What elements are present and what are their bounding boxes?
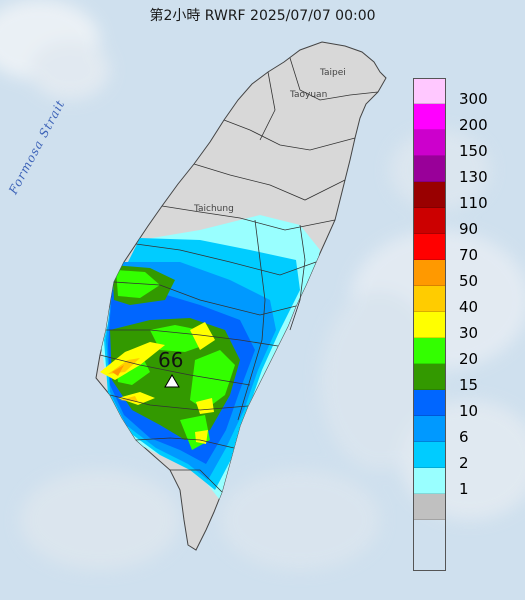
legend-row: 40: [413, 286, 523, 316]
legend-row: 30: [413, 312, 523, 342]
legend-swatch: [413, 104, 446, 130]
legend-label: 130: [459, 168, 488, 186]
legend-swatch: [413, 234, 446, 260]
legend-row: [413, 494, 523, 520]
legend-row: 10: [413, 390, 523, 420]
legend-swatch: [413, 130, 446, 156]
legend-label: 2: [459, 454, 469, 472]
legend-swatch: [413, 390, 446, 416]
legend-label: 70: [459, 246, 479, 264]
legend-label: 110: [459, 194, 488, 212]
legend-row: 15: [413, 364, 523, 394]
legend-label: 6: [459, 428, 469, 446]
rainfall-shading: [100, 215, 320, 500]
legend-row: 130: [413, 156, 523, 186]
taipei-label: Taipei: [320, 68, 346, 78]
legend-label: 20: [459, 350, 479, 368]
legend-swatch: [413, 156, 446, 182]
legend-label: 10: [459, 402, 479, 420]
legend-swatch: [413, 208, 446, 234]
legend-row: 110: [413, 182, 523, 212]
county-boundaries: [99, 57, 379, 493]
triangle-marker-icon: [164, 374, 180, 388]
legend-swatch: [413, 312, 446, 338]
legend-swatch: [413, 338, 446, 364]
legend-swatch: [413, 442, 446, 468]
legend-swatch: [413, 364, 446, 390]
legend-row: 6: [413, 416, 523, 446]
max-rainfall-value: 66: [158, 348, 184, 372]
legend-label: 1: [459, 480, 469, 498]
legend-label: 300: [459, 90, 488, 108]
legend-label: 50: [459, 272, 479, 290]
legend-swatch: [413, 78, 446, 104]
legend-row: 90: [413, 208, 523, 238]
legend-row: 150: [413, 130, 523, 160]
legend-swatch: [413, 286, 446, 312]
legend-row: 50: [413, 260, 523, 290]
legend-label: 90: [459, 220, 479, 238]
legend-swatch: [413, 468, 446, 494]
legend-row: 70: [413, 234, 523, 264]
legend-swatch: [413, 182, 446, 208]
legend-swatch: [413, 260, 446, 286]
taichung-label: Taichung: [194, 204, 234, 214]
taoyuan-label: Taoyuan: [290, 90, 328, 100]
legend-row: 200: [413, 104, 523, 134]
legend-label: 30: [459, 324, 479, 342]
legend-row: 2: [413, 442, 523, 472]
map-title: 第2小時 RWRF 2025/07/07 00:00: [149, 8, 376, 24]
legend: 300 200 150 130 110 90 70 50 40 30 20 15 10 6 2 1: [413, 78, 523, 571]
legend-label: 15: [459, 376, 479, 394]
legend-swatch: [413, 416, 446, 442]
legend-row: 20: [413, 338, 523, 368]
legend-row: 300: [413, 78, 523, 108]
legend-label: 150: [459, 142, 488, 160]
legend-label: 40: [459, 298, 479, 316]
legend-label: 200: [459, 116, 488, 134]
legend-row: 1: [413, 468, 523, 498]
legend-swatch: [413, 494, 446, 520]
